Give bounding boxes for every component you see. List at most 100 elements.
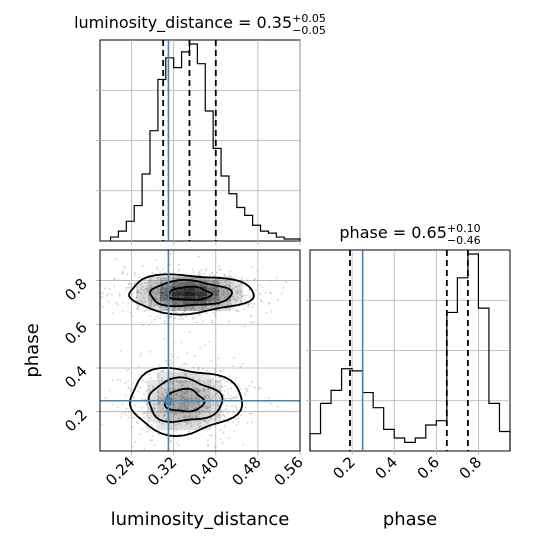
scatter-point: [217, 281, 220, 284]
density-cell: [136, 281, 149, 287]
scatter-point: [232, 421, 235, 424]
scatter-point: [210, 418, 213, 420]
scatter-point: [131, 445, 134, 448]
scatter-point: [140, 407, 143, 409]
scatter-point: [225, 296, 228, 298]
scatter-point: [188, 380, 191, 383]
scatter-point: [178, 263, 180, 266]
scatter-point: [191, 317, 194, 320]
scatter-point: [218, 309, 221, 312]
scatter-point: [183, 392, 186, 394]
scatter-point: [180, 306, 183, 309]
scatter-point: [226, 300, 229, 303]
scatter-point: [149, 279, 152, 282]
scatter-point: [194, 277, 197, 280]
density-cell: [219, 301, 231, 306]
scatter-point: [241, 277, 244, 280]
scatter-point: [219, 268, 222, 271]
scatter-point: [170, 359, 173, 361]
density-cell: [157, 388, 169, 397]
y-axis-label-phase: phase: [22, 323, 43, 377]
scatter-point: [220, 379, 222, 382]
scatter-point: [158, 292, 161, 295]
scatter-point: [172, 386, 175, 388]
scatter-point: [223, 288, 226, 291]
scatter-point: [201, 409, 204, 412]
phase-hist-title-sub: −0.46: [447, 234, 481, 247]
scatter-point: [186, 363, 189, 366]
scatter-point: [242, 443, 245, 446]
scatter-point: [204, 305, 207, 308]
x-tick-labels-luminosity-distance: 0.24 0.32 0.40 0.48 0.56: [102, 453, 307, 489]
scatter-point: [136, 307, 139, 310]
scatter-point: [217, 413, 220, 416]
scatter-point: [219, 268, 221, 270]
scatter-point: [183, 404, 186, 406]
scatter-point: [248, 288, 251, 291]
scatter-point: [244, 299, 246, 302]
scatter-point: [209, 301, 212, 303]
scatter-point: [203, 396, 206, 399]
ld-hist-title-main: luminosity_distance = 0.35: [74, 13, 292, 33]
scatter-point: [186, 408, 189, 410]
scatter-point: [166, 309, 169, 311]
scatter-point: [156, 403, 159, 405]
density-cell: [195, 305, 208, 311]
scatter-point: [236, 290, 238, 292]
scatter-point: [170, 315, 173, 318]
scatter-point: [235, 286, 238, 288]
scatter-point: [229, 299, 232, 302]
scatter-point: [174, 411, 177, 414]
density-cell: [189, 421, 201, 430]
scatter-point: [176, 441, 179, 444]
scatter-point: [138, 299, 141, 302]
scatter-point: [160, 281, 163, 284]
scatter-point: [209, 380, 212, 383]
scatter-point: [129, 389, 132, 392]
scatter-point: [211, 377, 214, 380]
scatter-point: [227, 437, 230, 439]
y-tick-label: 0.8: [61, 275, 91, 305]
scatter-point: [185, 391, 188, 393]
scatter-point: [327, 288, 329, 290]
scatter-point: [149, 303, 152, 305]
scatter-point: [186, 408, 189, 410]
scatter-point: [204, 394, 207, 397]
scatter-point: [154, 412, 157, 415]
density-cell: [159, 286, 172, 292]
density-cell: [195, 276, 208, 282]
scatter-point: [256, 285, 259, 287]
scatter-point: [141, 300, 144, 303]
scatter-point: [139, 387, 142, 389]
scatter-point: [250, 316, 253, 318]
scatter-point: [183, 396, 185, 399]
density-cell: [171, 281, 184, 287]
scatter-point: [232, 298, 235, 301]
scatter-point: [197, 366, 200, 369]
scatter-point: [194, 309, 196, 312]
scatter-point: [184, 379, 187, 382]
scatter-point: [146, 282, 148, 284]
scatter-point: [136, 291, 139, 294]
y-tick-label: 0.4: [61, 362, 91, 392]
scatter-point: [139, 355, 142, 357]
scatter-point: [177, 418, 180, 420]
scatter-point: [203, 396, 206, 399]
scatter-point: [158, 364, 161, 366]
scatter-point: [206, 421, 209, 424]
scatter-point: [169, 419, 172, 421]
scatter-point: [175, 424, 177, 427]
scatter-point: [189, 413, 192, 416]
scatter-point: [122, 301, 124, 304]
scatter-point: [149, 281, 151, 283]
scatter-point: [207, 383, 210, 386]
scatter-point: [179, 277, 182, 279]
scatter-panel: [96, 249, 329, 455]
scatter-point: [203, 344, 206, 346]
scatter-point: [219, 396, 222, 399]
scatter-point: [269, 291, 271, 294]
scatter-point: [148, 429, 151, 432]
scatter-point: [170, 416, 173, 419]
scatter-point: [127, 386, 129, 388]
scatter-point: [215, 364, 218, 367]
